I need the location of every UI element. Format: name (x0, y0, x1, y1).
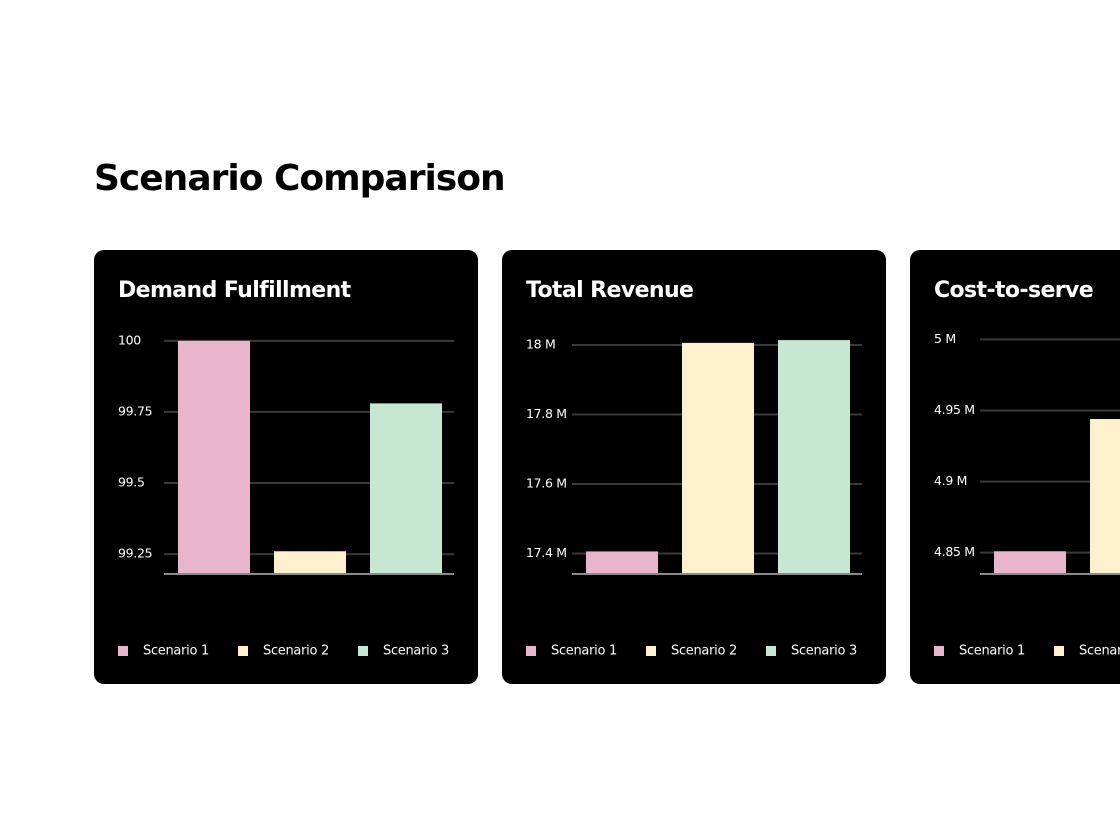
chart-title: Cost-to-serve (934, 278, 1093, 303)
legend-swatch (646, 646, 656, 656)
y-tick-label: 17.4 M (526, 545, 567, 560)
legend-label: Scenario 1 (959, 644, 1025, 659)
legend-label: Scenario 3 (791, 644, 857, 659)
y-tick-label: 100 (118, 332, 141, 347)
legend-swatch (1054, 646, 1064, 656)
legend-label: Scenario 2 (671, 644, 737, 659)
chart-title: Total Revenue (526, 278, 693, 303)
legend-swatch (934, 646, 944, 656)
legend-swatch (526, 646, 536, 656)
y-tick-label: 5 M (934, 331, 956, 346)
y-tick-label: 4.95 M (934, 402, 975, 417)
y-tick-label: 4.9 M (934, 473, 967, 488)
bar (682, 342, 754, 574)
legend-label: Scenario 1 (143, 644, 209, 659)
legend-swatch (766, 646, 776, 656)
y-tick-label: 99.25 (118, 546, 152, 561)
legend-swatch (358, 646, 368, 656)
bar (994, 551, 1066, 574)
legend-swatch (118, 646, 128, 656)
y-tick-label: 4.85 M (934, 544, 975, 559)
page-title: Scenario Comparison (94, 158, 505, 199)
legend-label: Scenario 1 (551, 644, 617, 659)
y-tick-label: 99.5 (118, 475, 145, 490)
legend-label: Scenario 3 (383, 644, 449, 659)
legend-label: Scenario 2 (263, 644, 329, 659)
bar (778, 340, 850, 574)
y-tick-label: 17.6 M (526, 475, 567, 490)
y-tick-label: 99.75 (118, 403, 152, 418)
legend-label: Scenario 2 (1079, 644, 1120, 659)
bar (586, 551, 658, 574)
y-tick-label: 18 M (526, 336, 555, 351)
bar (1090, 419, 1120, 574)
chart-card (910, 250, 1120, 684)
legend-swatch (238, 646, 248, 656)
bar (370, 403, 442, 574)
bar (274, 551, 346, 574)
bar (178, 340, 250, 574)
chart-title: Demand Fulfillment (118, 278, 352, 303)
y-tick-label: 17.8 M (526, 406, 567, 421)
